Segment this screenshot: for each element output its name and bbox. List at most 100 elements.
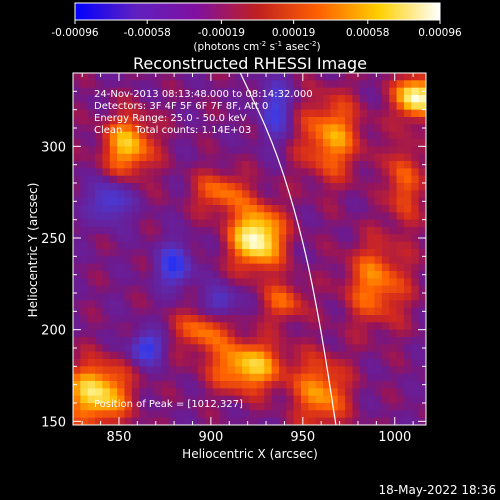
- heatmap-cell: [205, 219, 214, 228]
- heatmap-cell: [403, 395, 412, 404]
- heatmap-cell: [131, 190, 140, 199]
- heatmap-cell: [374, 403, 383, 411]
- heatmap-cell: [411, 381, 420, 389]
- heatmap-cell: [139, 344, 148, 353]
- heatmap-cell: [73, 175, 81, 184]
- heatmap-cell: [131, 395, 140, 404]
- heatmap-cell: [198, 190, 206, 199]
- heatmap-cell: [153, 359, 162, 367]
- heatmap-cell: [286, 381, 295, 389]
- heatmap-cell: [198, 403, 206, 411]
- heatmap-cell: [153, 351, 162, 360]
- heatmap-cell: [131, 293, 140, 301]
- heatmap-cell: [381, 175, 390, 184]
- heatmap-cell: [264, 131, 273, 140]
- heatmap-cell: [198, 373, 206, 382]
- heatmap-cell: [109, 403, 118, 411]
- heatmap-cell: [175, 117, 184, 125]
- heatmap-cell: [271, 175, 280, 184]
- heatmap-cell: [374, 300, 383, 309]
- heatmap-cell: [300, 109, 309, 118]
- heatmap-cell: [153, 381, 162, 389]
- heatmap-cell: [227, 410, 236, 419]
- heatmap-cell: [286, 249, 295, 257]
- heatmap-cell: [323, 109, 331, 118]
- heatmap-cell: [337, 168, 346, 177]
- heatmap-cell: [73, 278, 81, 287]
- heatmap-cell: [139, 95, 148, 103]
- heatmap-cell: [330, 95, 339, 103]
- heatmap-cell: [359, 190, 368, 199]
- heatmap-cell: [205, 278, 214, 287]
- heatmap-cell: [396, 285, 405, 294]
- heatmap-cell: [374, 322, 383, 331]
- heatmap-cell: [256, 263, 265, 272]
- heatmap-cell: [271, 300, 280, 309]
- heatmap-cell: [345, 234, 354, 243]
- colorbar-ticks: -0.00096 -0.00058 -0.00019 0.00019 0.00058 0.…: [51, 20, 462, 39]
- heatmap-cell: [323, 351, 331, 360]
- heatmap-cell: [198, 322, 206, 331]
- heatmap-cell: [73, 329, 81, 338]
- heatmap-cell: [109, 373, 118, 382]
- heatmap-cell: [198, 95, 206, 103]
- heatmap-cell: [381, 322, 390, 331]
- heatmap-cell: [175, 146, 184, 155]
- heatmap-cell: [102, 227, 111, 235]
- footer-timestamp: 18-May-2022 18:36: [379, 483, 496, 497]
- heatmap-cell: [345, 351, 354, 360]
- heatmap-cell: [381, 80, 390, 89]
- heatmap-cell: [345, 219, 354, 228]
- heatmap-cell: [271, 373, 280, 382]
- heatmap-cell: [242, 146, 251, 155]
- heatmap-cell: [95, 102, 104, 111]
- heatmap-cell: [175, 300, 184, 309]
- heatmap-cell: [396, 322, 405, 331]
- heatmap-cell: [131, 168, 140, 177]
- heatmap-cell: [190, 219, 199, 228]
- heatmap-cell: [308, 315, 317, 323]
- heatmap-cell: [117, 139, 126, 147]
- heatmap-cell: [300, 307, 309, 316]
- heatmap-cell: [315, 337, 324, 345]
- heatmap-cell: [220, 190, 229, 199]
- heatmap-cell: [300, 117, 309, 125]
- heatmap-cell: [374, 315, 383, 323]
- heatmap-cell: [153, 322, 162, 331]
- heatmap-cell: [153, 95, 162, 103]
- heatmap-cell: [308, 403, 317, 411]
- heatmap-cell: [249, 117, 258, 125]
- heatmap-cell: [389, 300, 398, 309]
- heatmap-cell: [396, 161, 405, 169]
- heatmap-cell: [205, 417, 214, 425]
- heatmap-cell: [271, 212, 280, 221]
- heatmap-cell: [220, 344, 229, 353]
- heatmap-cell: [308, 95, 317, 103]
- heatmap-cell: [278, 190, 287, 199]
- heatmap-cell: [205, 190, 214, 199]
- heatmap-cell: [234, 124, 243, 133]
- heatmap-cell: [175, 263, 184, 272]
- heatmap-cell: [234, 102, 243, 111]
- heatmap-cell: [109, 307, 118, 316]
- heatmap-cell: [73, 205, 81, 213]
- heatmap-cell: [381, 241, 390, 250]
- heatmap-cell: [411, 307, 420, 316]
- heatmap-cell: [315, 139, 324, 147]
- heatmap-cell: [264, 263, 273, 272]
- heatmap-cell: [80, 300, 89, 309]
- heatmap-cell: [117, 271, 126, 279]
- heatmap-cell: [131, 351, 140, 360]
- heatmap-cell: [168, 153, 177, 162]
- heatmap-cell: [220, 234, 229, 243]
- heatmap-cell: [381, 285, 390, 294]
- heatmap-cell: [286, 263, 295, 272]
- heatmap-cell: [87, 168, 96, 177]
- heatmap-cell: [359, 80, 368, 89]
- heatmap-cell: [403, 87, 412, 96]
- heatmap-cell: [381, 146, 390, 155]
- heatmap-cell: [95, 241, 104, 250]
- heatmap-cell: [102, 315, 111, 323]
- heatmap-cell: [411, 227, 420, 235]
- heatmap-cell: [359, 95, 368, 103]
